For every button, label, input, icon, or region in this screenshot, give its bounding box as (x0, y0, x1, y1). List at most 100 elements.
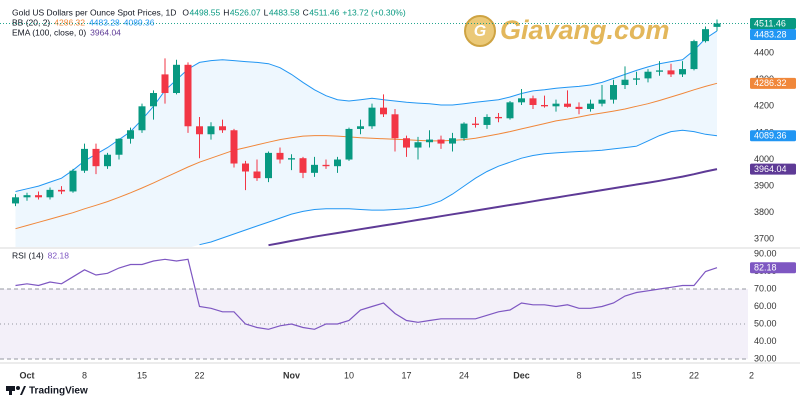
candle-body (242, 163, 249, 172)
rsi-tick-label: 70.00 (754, 283, 777, 293)
legend-value: 4286.32 (54, 17, 85, 27)
candle-body (598, 99, 606, 104)
x-tick-label: 22 (194, 370, 204, 380)
candle-body (679, 69, 686, 75)
candle-body (391, 114, 399, 139)
candle-body (69, 170, 77, 192)
legend-name: RSI (14) (12, 250, 44, 260)
ohlc-prefix: L (264, 7, 269, 17)
rsi-line (15, 258, 718, 330)
price-badge (750, 130, 796, 142)
candle-body (161, 74, 169, 94)
legend-value: 4483.28 (89, 17, 120, 27)
candle-body (23, 195, 31, 198)
candle-body (564, 103, 571, 107)
watermark-logo-mark: G (474, 23, 486, 40)
legend: Gold US Dollars per Ounce Spot Prices, 1… (12, 7, 406, 260)
legend-value: 4089.36 (124, 17, 155, 27)
footer-logo-shape (9, 386, 12, 395)
x-tick-label: 22 (689, 370, 699, 380)
candle-body (610, 85, 617, 100)
candle-body (357, 126, 364, 129)
candle-body (207, 126, 215, 135)
x-tick-label: 10 (344, 370, 354, 380)
x-tick-label: 8 (82, 370, 87, 380)
candle-body (483, 116, 491, 125)
candle-body (621, 79, 629, 86)
bb-line (15, 82, 718, 230)
watermark-text: Giavang.com (500, 15, 670, 45)
price-badge-label: 4483.28 (754, 29, 787, 39)
price-badge-label: 4511.46 (754, 18, 786, 28)
ohlc-value: 4511.46 (309, 7, 339, 17)
price-badge-label: 3964.04 (754, 164, 787, 174)
price-badge (750, 163, 796, 175)
ohlc-prefix: C (303, 7, 309, 17)
footer-logo: TradingView (6, 386, 88, 397)
candle-body (58, 189, 65, 192)
candle-body (702, 29, 709, 42)
candle-body (311, 164, 318, 173)
x-tick-label: 2 (749, 370, 754, 380)
candle-body (667, 70, 675, 75)
rsi-tick-label: 90.00 (754, 248, 777, 258)
ohlc-value: 4483.58 (269, 7, 300, 17)
candle-body (380, 107, 387, 115)
candle-body (644, 71, 652, 79)
candle-body (690, 41, 698, 70)
candle-body (656, 70, 663, 72)
rsi-tick-label: 40.00 (754, 336, 777, 346)
candle-body (506, 102, 514, 119)
legend-name: BB (20, 2) (12, 17, 50, 27)
y-tick-label: 3800 (754, 207, 774, 217)
candle-body (265, 152, 272, 179)
x-tick-label: 8 (576, 370, 581, 380)
bb-line (15, 30, 718, 192)
rsi-tick-label: 60.00 (754, 301, 777, 311)
x-tick-label: Oct (19, 370, 34, 380)
legend-value: 82.18 (48, 250, 70, 260)
candle-body (288, 158, 295, 160)
price-badge-label: 4286.32 (754, 78, 787, 88)
rsi-panel (0, 258, 748, 360)
candle-body (713, 23, 721, 27)
ohlc-prefix: O (182, 7, 189, 17)
x-tick-label: Nov (283, 370, 300, 380)
candle-body (35, 195, 42, 198)
footer-logo-shape (16, 386, 20, 390)
candle-body (92, 148, 100, 167)
price-badge-label: 82.18 (754, 263, 777, 273)
price-badge-label: 4089.36 (754, 131, 787, 141)
x-tick-label: Dec (513, 370, 530, 380)
y-tick-label: 4000 (754, 154, 774, 164)
candle-body (299, 158, 307, 173)
rsi-tick-label: 30.00 (754, 353, 777, 363)
candle-body (403, 138, 410, 148)
legend-name: EMA (100, close, 0) (12, 27, 86, 37)
candle-body (253, 171, 261, 179)
candle-body (219, 126, 226, 131)
x-tick-label: 24 (459, 370, 469, 380)
candle-body (426, 139, 433, 143)
candle-body (368, 107, 376, 127)
candle-body (575, 106, 583, 109)
ohlc-value: 4498.55 (190, 7, 221, 17)
candle-body (81, 148, 88, 171)
candle-body (518, 98, 525, 103)
candle-body (184, 64, 192, 127)
x-tick-label: 15 (137, 370, 147, 380)
legend-value: 3964.04 (90, 27, 121, 37)
candle-body (552, 103, 560, 107)
y-tick-label: 3900 (754, 181, 774, 191)
candle-body (633, 78, 640, 80)
bb-line (199, 129, 718, 246)
footer-logo-shape (20, 386, 26, 395)
price-panel (12, 19, 721, 247)
candle-body (173, 64, 180, 94)
price-badge (750, 28, 796, 40)
candle-body (414, 142, 422, 148)
ohlc-prefix: H (223, 7, 229, 17)
x-tick-label: 15 (631, 370, 641, 380)
